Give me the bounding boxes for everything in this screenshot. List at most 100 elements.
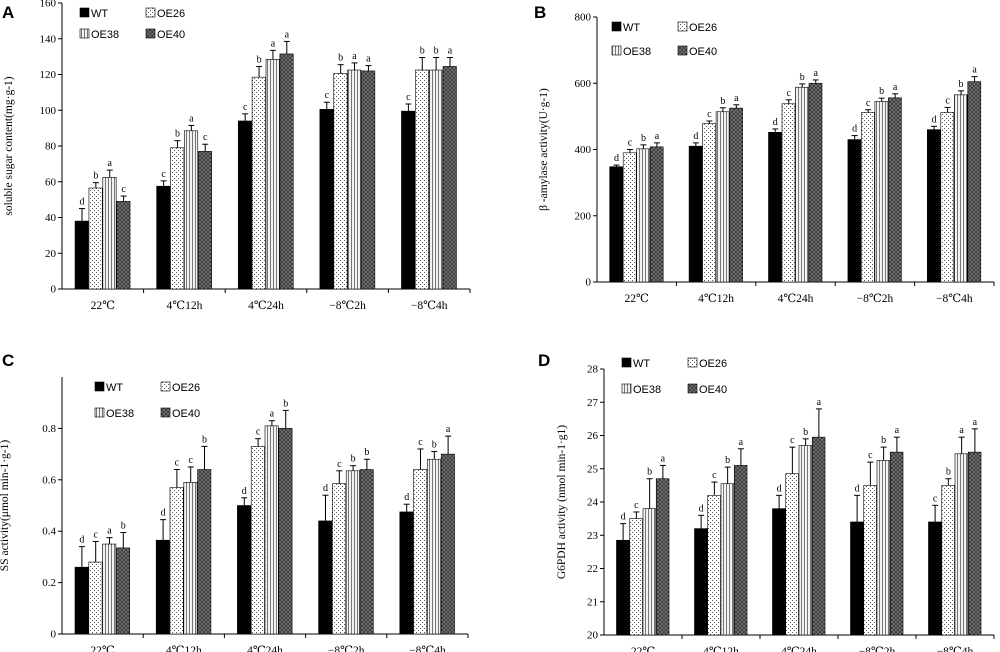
significance-letter: c xyxy=(866,98,871,109)
significance-letter: a xyxy=(446,424,451,435)
legend-swatch-oe38 xyxy=(79,28,90,39)
bar-oe40 xyxy=(361,70,376,290)
legend-label-oe40: OE40 xyxy=(157,29,185,41)
bar-oe40 xyxy=(649,146,664,283)
y-tick-label: 25 xyxy=(587,463,599,475)
x-tick-label: 4℃24h xyxy=(778,293,814,305)
significance-letter: d xyxy=(773,117,778,128)
significance-letter: a xyxy=(352,51,357,62)
bar-wt xyxy=(74,566,89,635)
y-axis-label: G6PDH activity (nmol min-1·g1) xyxy=(556,425,568,579)
x-tick-label: 4℃12h xyxy=(166,300,202,312)
y-tick-label: 20 xyxy=(587,630,599,642)
significance-letter: d xyxy=(79,535,84,546)
x-tick-label: 22℃ xyxy=(631,646,656,652)
legend-swatch-oe38 xyxy=(611,45,622,56)
significance-letter: d xyxy=(621,512,626,523)
bar-oe40 xyxy=(733,465,748,636)
legend-swatch-oe38 xyxy=(94,407,105,418)
legend-swatch-oe40 xyxy=(160,407,171,418)
x-tick-label: −8℃4h xyxy=(937,646,974,652)
bar-wt xyxy=(237,505,251,635)
significance-letter: a xyxy=(189,113,194,124)
x-tick-label: −8℃4h xyxy=(936,293,973,305)
bar-oe40 xyxy=(197,469,212,635)
significance-letter: a xyxy=(734,93,739,104)
significance-letter: c xyxy=(203,132,208,143)
bar-oe26 xyxy=(333,73,348,290)
significance-letter: b xyxy=(420,46,425,57)
legend-swatch-wt xyxy=(611,21,622,32)
x-tick-label: −8℃2h xyxy=(328,645,365,652)
significance-letter: d xyxy=(614,153,619,164)
bar-oe40 xyxy=(279,53,294,290)
legend-label-oe26: OE26 xyxy=(689,22,717,34)
bar-oe26 xyxy=(781,103,796,283)
significance-letter: c xyxy=(93,529,98,540)
bar-oe38 xyxy=(345,470,360,635)
legend-label-oe40: OE40 xyxy=(699,384,727,396)
bar-oe40 xyxy=(278,428,293,635)
legend-label-wt: WT xyxy=(623,22,640,34)
significance-letter: b xyxy=(946,467,951,478)
bar-oe40 xyxy=(967,451,982,636)
bar-wt xyxy=(399,511,414,635)
panel-letter: B xyxy=(534,3,546,22)
significance-letter: a xyxy=(739,437,744,448)
bar-oe38 xyxy=(265,59,280,290)
bar-oe26 xyxy=(170,147,185,290)
y-tick-label: 0 xyxy=(51,629,57,641)
bar-oe38 xyxy=(102,543,117,635)
x-tick-label: 22℃ xyxy=(91,300,116,312)
legend-swatch-oe26 xyxy=(677,21,688,32)
x-tick-label: 4℃24h xyxy=(781,646,817,652)
legend-swatch-oe26 xyxy=(160,381,171,392)
bar-oe26 xyxy=(941,485,955,636)
bar-oe26 xyxy=(251,76,266,290)
legend-label-oe38: OE38 xyxy=(91,29,119,41)
significance-letter: d xyxy=(693,131,698,142)
bar-oe38 xyxy=(874,101,889,283)
bar-wt xyxy=(74,220,89,290)
significance-letter: a xyxy=(108,158,113,169)
bar-oe38 xyxy=(264,425,279,635)
y-axis-label: β -amylase activity(U·g-1) xyxy=(538,88,550,211)
significance-letter: b xyxy=(432,440,437,451)
legend-swatch-oe26 xyxy=(145,7,156,18)
y-tick-label: 40 xyxy=(45,212,57,224)
significance-letter: b xyxy=(257,54,262,65)
significance-letter: d xyxy=(852,124,857,135)
x-tick-label: 4℃24h xyxy=(247,645,283,652)
y-tick-label: 0.6 xyxy=(42,474,56,486)
y-tick-label: 28 xyxy=(587,364,599,376)
y-tick-label: 100 xyxy=(40,105,57,117)
legend-swatch-oe26 xyxy=(687,357,698,368)
significance-letter: b xyxy=(364,447,369,458)
legend-label-oe38: OE38 xyxy=(623,46,651,58)
significance-letter: c xyxy=(868,450,873,461)
bar-oe38 xyxy=(183,482,198,635)
bar-wt xyxy=(401,110,416,290)
bar-oe40 xyxy=(655,478,670,636)
legend-swatch-wt xyxy=(94,381,105,392)
bar-oe40 xyxy=(888,97,902,283)
significance-letter: a xyxy=(814,68,819,79)
x-tick-label: 22℃ xyxy=(90,645,115,652)
x-tick-label: −8℃4h xyxy=(409,645,446,652)
significance-letter: c xyxy=(790,435,795,446)
significance-letter: b xyxy=(175,129,180,140)
significance-letter: c xyxy=(712,470,717,481)
panel-letter: D xyxy=(538,351,550,370)
significance-letter: c xyxy=(933,493,938,504)
legend-swatch-wt xyxy=(621,357,632,368)
bar-oe38 xyxy=(876,460,891,636)
bar-oe26 xyxy=(707,495,721,636)
legend-label-wt: WT xyxy=(91,8,108,20)
significance-letter: d xyxy=(161,508,166,519)
bar-oe40 xyxy=(442,66,457,290)
significance-letter: a xyxy=(973,417,978,428)
bar-oe26 xyxy=(332,483,346,635)
significance-letter: c xyxy=(787,88,792,99)
significance-letter: d xyxy=(855,483,860,494)
bar-oe38 xyxy=(427,458,442,635)
